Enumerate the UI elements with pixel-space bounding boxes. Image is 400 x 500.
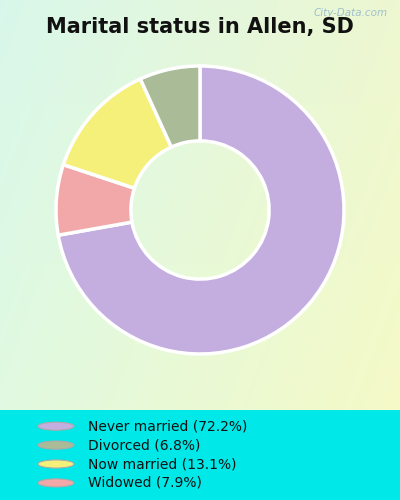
Wedge shape bbox=[56, 164, 134, 235]
Wedge shape bbox=[63, 79, 171, 188]
Text: Now married (13.1%): Now married (13.1%) bbox=[88, 457, 236, 471]
Circle shape bbox=[38, 441, 74, 449]
Wedge shape bbox=[140, 66, 200, 147]
Text: Divorced (6.8%): Divorced (6.8%) bbox=[88, 438, 200, 452]
Circle shape bbox=[38, 460, 74, 468]
Wedge shape bbox=[58, 66, 344, 354]
Text: Marital status in Allen, SD: Marital status in Allen, SD bbox=[46, 18, 354, 38]
Text: Widowed (7.9%): Widowed (7.9%) bbox=[88, 476, 202, 490]
Text: Never married (72.2%): Never married (72.2%) bbox=[88, 419, 247, 433]
Circle shape bbox=[38, 422, 74, 430]
Text: City-Data.com: City-Data.com bbox=[314, 8, 388, 18]
Circle shape bbox=[38, 479, 74, 487]
